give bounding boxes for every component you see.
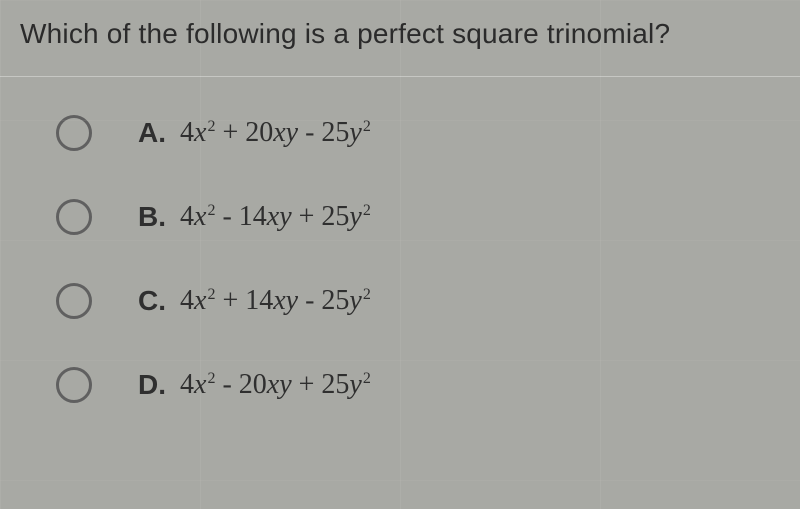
option-expression: 4x2 - 20xy + 25y2 [180,369,371,401]
option-expression: 4x2 + 20xy - 25y2 [180,117,371,149]
radio-icon[interactable] [56,283,92,319]
option-letter: A. [138,117,180,149]
radio-icon[interactable] [56,367,92,403]
option-a[interactable]: A. 4x2 + 20xy - 25y2 [56,115,800,151]
option-expression: 4x2 + 14xy - 25y2 [180,285,371,317]
option-letter: B. [138,201,180,233]
radio-icon[interactable] [56,199,92,235]
question-area: Which of the following is a perfect squa… [0,0,800,77]
question-text: Which of the following is a perfect squa… [20,18,780,50]
options-list: A. 4x2 + 20xy - 25y2 B. 4x2 - 14xy + 25y… [0,77,800,403]
option-c[interactable]: C. 4x2 + 14xy - 25y2 [56,283,800,319]
option-expression: 4x2 - 14xy + 25y2 [180,201,371,233]
option-letter: D. [138,369,180,401]
option-b[interactable]: B. 4x2 - 14xy + 25y2 [56,199,800,235]
radio-icon[interactable] [56,115,92,151]
option-letter: C. [138,285,180,317]
option-d[interactable]: D. 4x2 - 20xy + 25y2 [56,367,800,403]
